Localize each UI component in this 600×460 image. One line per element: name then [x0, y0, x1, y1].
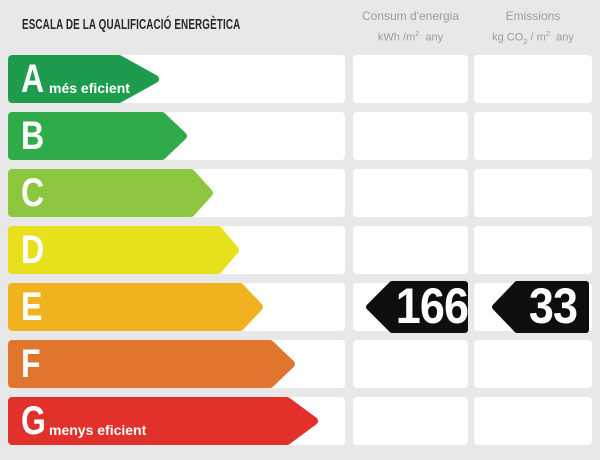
- emissions-cell: [474, 169, 592, 217]
- rating-note: més eficient: [49, 80, 130, 96]
- consum-column-label: Consum d'energia: [361, 9, 459, 23]
- consum-cell: 166: [353, 278, 469, 334]
- emissions-cell: 33: [474, 281, 592, 333]
- right-arrow-icon: [8, 55, 159, 103]
- rating-letter: C: [21, 171, 45, 215]
- page-title: ESCALA DE LA QUALIFICACIÓ ENERGÈTICA: [22, 17, 241, 33]
- right-arrow-icon: [8, 283, 263, 331]
- consum-cell: [353, 112, 468, 160]
- rating-letter: B: [21, 114, 45, 158]
- rating-letter: A: [21, 57, 45, 101]
- rating-letter: D: [21, 228, 45, 272]
- emissions-value: 33: [528, 278, 578, 334]
- scale-row-f: F: [0, 340, 600, 388]
- rating-letter: E: [21, 285, 43, 329]
- consum-cell: [353, 169, 468, 217]
- scale-row-b: B: [0, 112, 600, 160]
- scale-row-track: E: [8, 283, 345, 331]
- scale-row-c: C: [0, 169, 600, 217]
- rating-letter: F: [21, 342, 41, 386]
- emissions-cell: [474, 55, 592, 103]
- emissions-cell: [474, 112, 592, 160]
- scale-row-e: E 166 33: [0, 278, 600, 334]
- left-arrow-badge-icon: [366, 281, 468, 333]
- consum-column-units: kWh /m2 any: [377, 29, 444, 44]
- emissions-value-badge: 33: [492, 281, 589, 333]
- scale-row-d: D: [0, 226, 600, 274]
- consum-value: 166: [395, 278, 469, 334]
- scale-row-track: G menys eficient: [8, 397, 345, 445]
- emissions-cell: [474, 397, 592, 445]
- rating-note: menys eficient: [49, 422, 147, 438]
- right-arrow-icon: [8, 226, 239, 274]
- right-arrow-icon: [8, 169, 213, 217]
- consum-column-header: Consum d'energia kWh /m2 any: [353, 9, 468, 45]
- scale-row-track: C: [8, 169, 345, 217]
- consum-value-badge: 166: [366, 278, 469, 334]
- scale-row-track: A més eficient: [8, 55, 345, 103]
- right-arrow-icon: [8, 340, 295, 388]
- rating-letter: G: [21, 399, 46, 443]
- scale-row-g: G menys eficient: [0, 397, 600, 445]
- scale-row-track: D: [8, 226, 345, 274]
- consum-cell: [353, 340, 468, 388]
- right-arrow-icon: [8, 112, 187, 160]
- emissions-cell: [474, 226, 592, 274]
- emissions-column-header: Emissions kg CO2 / m2 any: [474, 9, 592, 48]
- emissions-column-units: kg CO2 / m2 any: [492, 29, 574, 46]
- emissions-column-label: Emissions: [505, 9, 561, 23]
- consum-cell: [353, 397, 468, 445]
- left-arrow-badge-icon: [492, 281, 589, 333]
- consum-cell: [353, 55, 468, 103]
- scale-row-track: F: [8, 340, 345, 388]
- scale-row-a: A més eficient: [0, 55, 600, 103]
- consum-cell: [353, 226, 468, 274]
- emissions-cell: [474, 340, 592, 388]
- scale-row-track: B: [8, 112, 345, 160]
- right-arrow-icon: [8, 397, 318, 445]
